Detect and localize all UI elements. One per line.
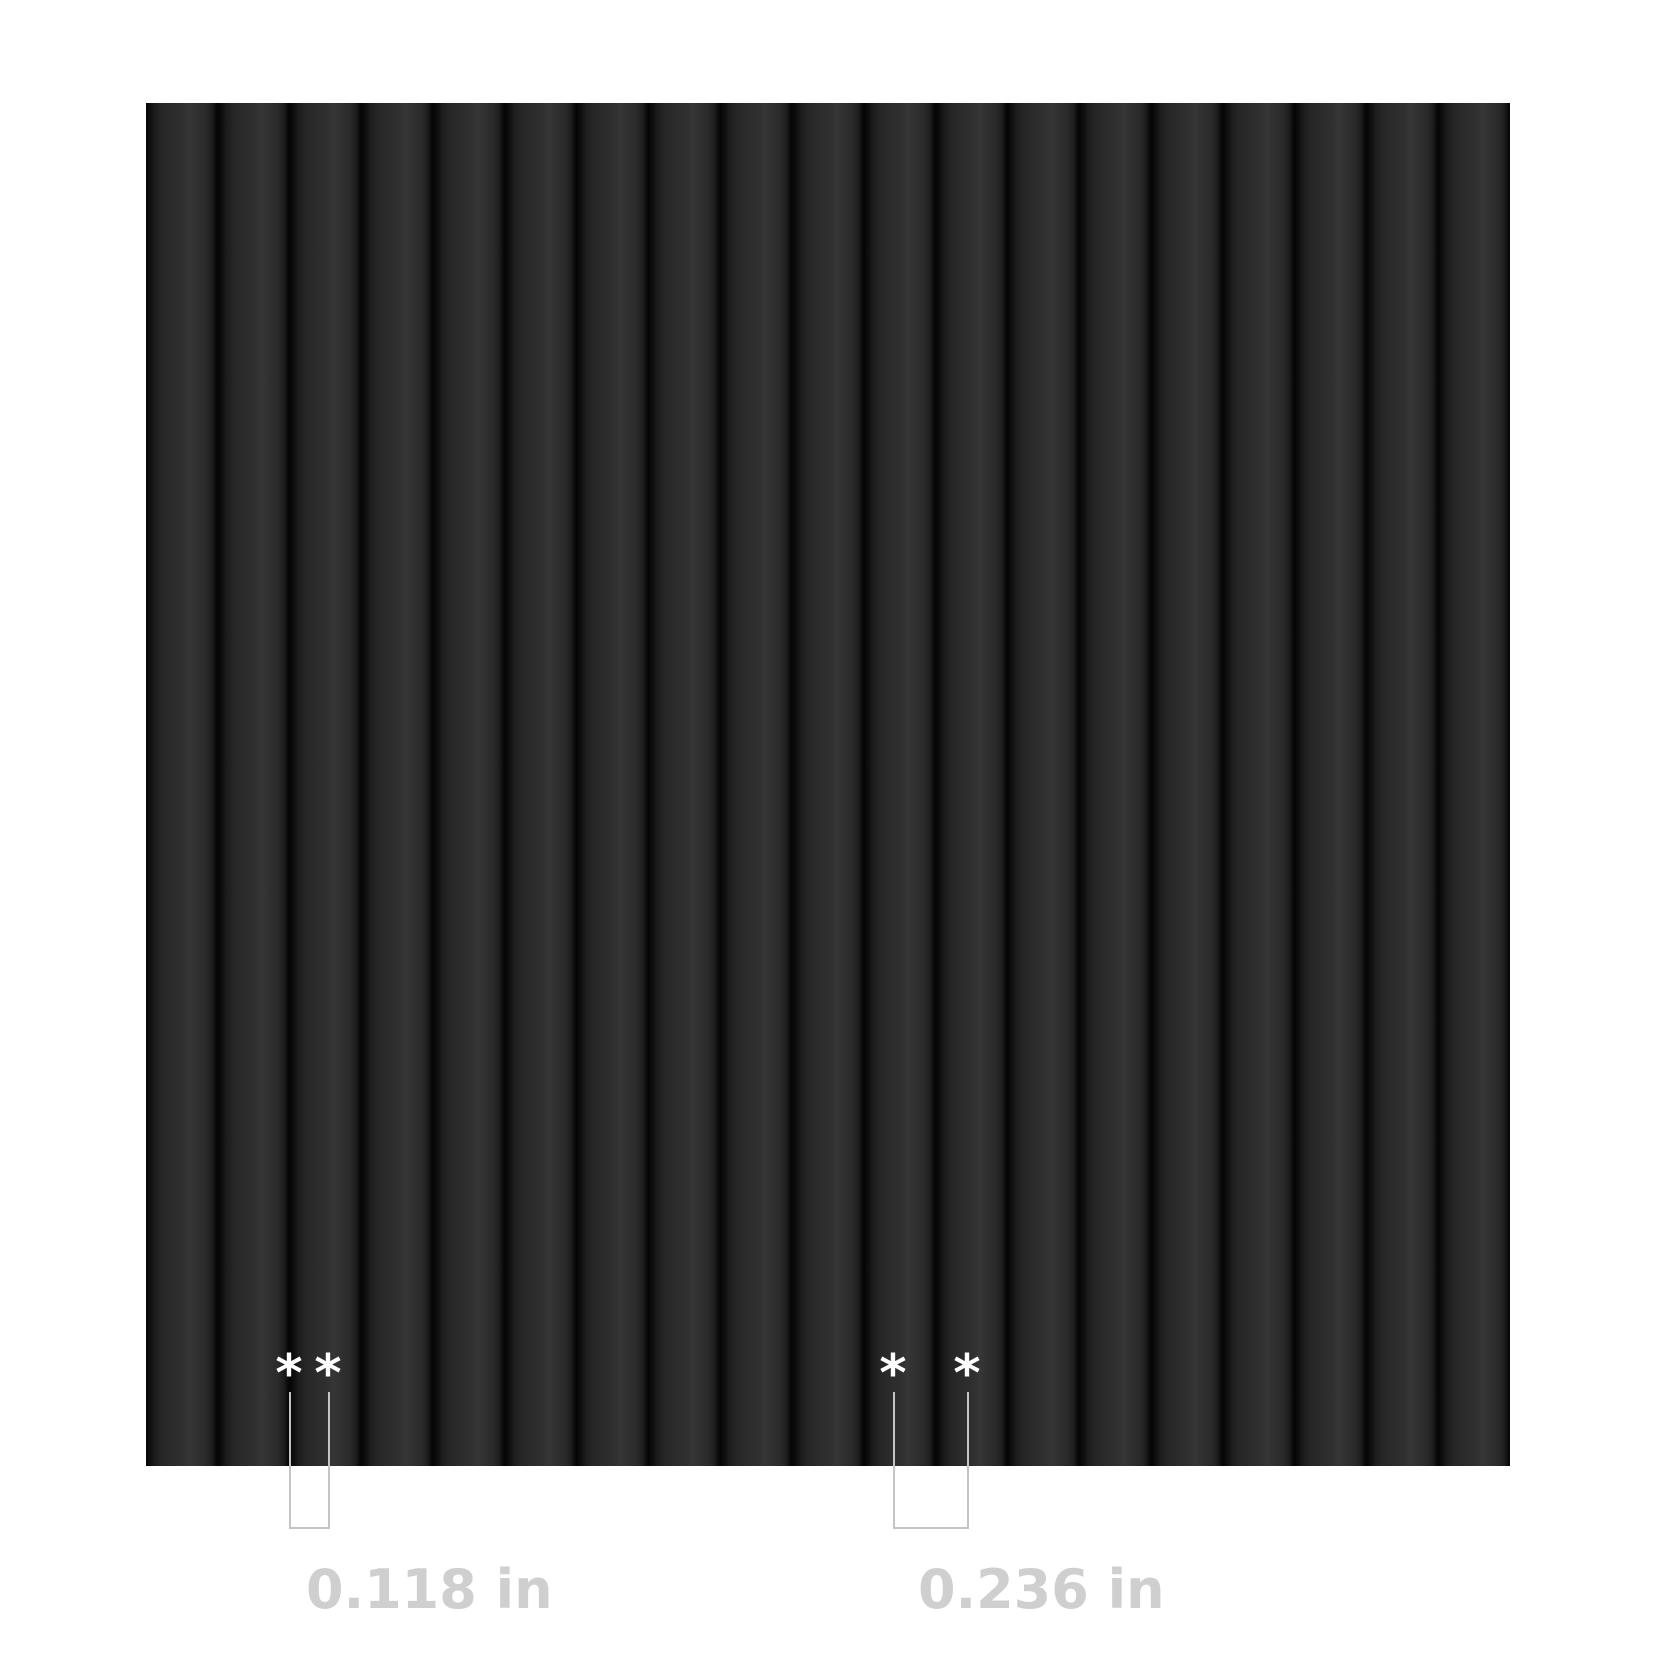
measure-label-rib-width: 0.118 in — [306, 1558, 553, 1621]
measure-bracket-2 — [893, 1392, 969, 1529]
measure-marker-right-2: * — [953, 1344, 981, 1404]
measure-label-rib-spacing: 0.236 in — [918, 1558, 1165, 1621]
ribbed-rubber-mat-image — [146, 103, 1510, 1466]
measure-marker-left-1: * — [275, 1344, 303, 1404]
measure-marker-right-1: * — [314, 1344, 342, 1404]
measure-bracket-1 — [289, 1392, 330, 1529]
measure-marker-left-2: * — [879, 1344, 907, 1404]
